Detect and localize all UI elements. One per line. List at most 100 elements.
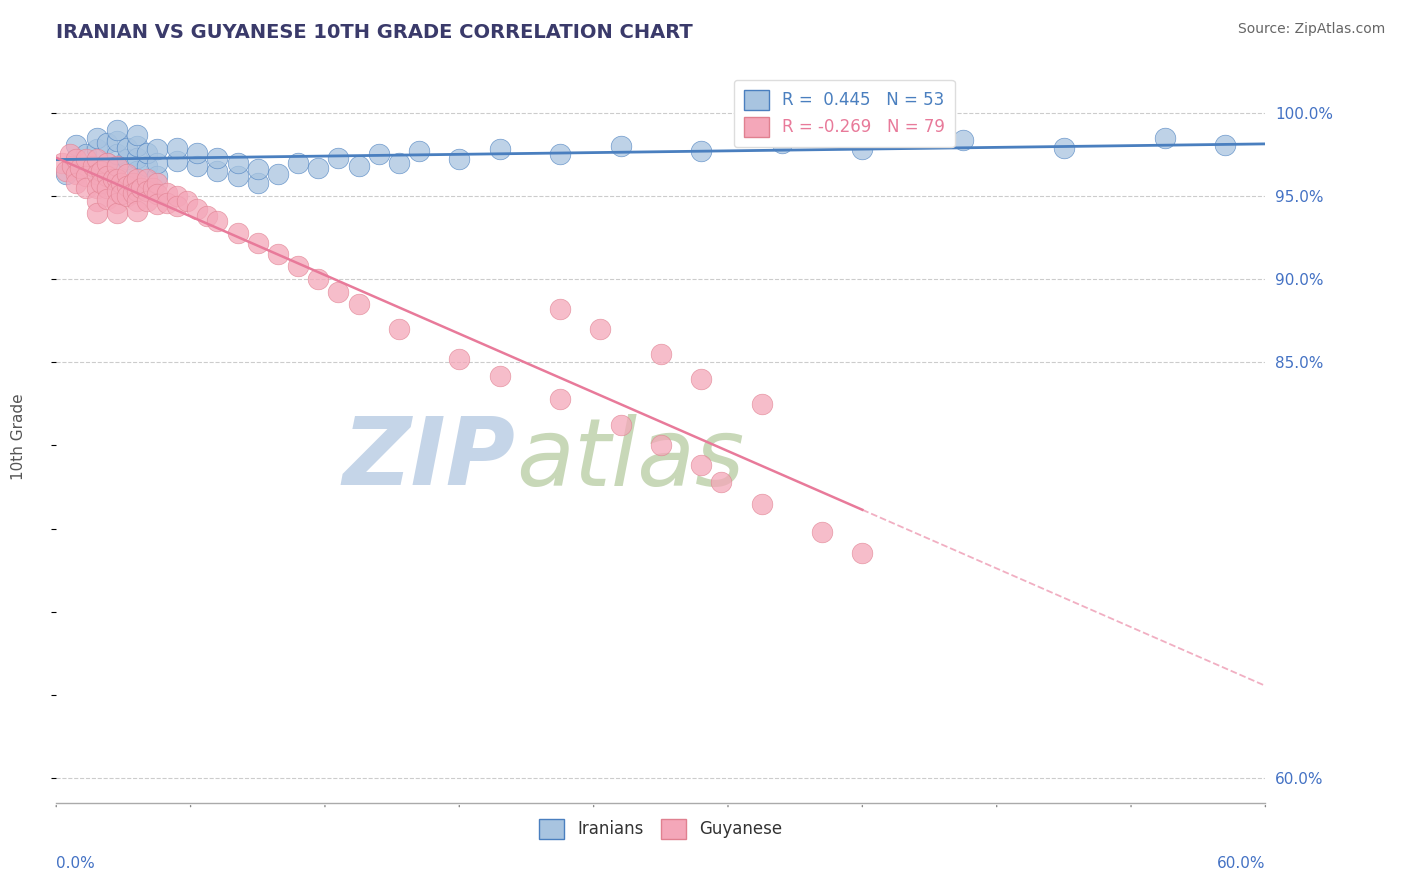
Point — [125, 184, 148, 198]
Point — [115, 153, 138, 167]
Point — [388, 322, 411, 336]
Point — [1213, 137, 1236, 152]
Point — [146, 187, 169, 202]
Point — [90, 176, 112, 190]
Point — [751, 497, 773, 511]
Point — [76, 147, 98, 161]
Point — [86, 131, 108, 145]
Point — [1153, 131, 1175, 145]
Point — [115, 179, 138, 194]
Point — [690, 458, 713, 473]
Point — [146, 155, 169, 169]
Point — [96, 180, 118, 194]
Point — [105, 159, 128, 173]
Point — [115, 189, 138, 203]
Point — [246, 235, 269, 250]
Point — [86, 162, 108, 177]
Point — [851, 143, 873, 157]
Text: ZIP: ZIP — [343, 413, 516, 505]
Point — [96, 155, 118, 169]
Point — [609, 139, 631, 153]
Point — [186, 145, 208, 160]
Point — [650, 438, 672, 452]
Point — [650, 347, 672, 361]
Point — [105, 122, 128, 136]
Point — [125, 172, 148, 186]
Point — [488, 143, 510, 157]
Point — [751, 397, 773, 411]
Point — [307, 161, 329, 175]
Point — [105, 205, 128, 219]
Point — [226, 169, 249, 183]
Point — [86, 143, 108, 157]
Point — [51, 155, 73, 169]
Point — [90, 164, 112, 178]
Point — [207, 151, 229, 165]
Point — [146, 197, 169, 211]
Point — [65, 153, 87, 167]
Point — [105, 172, 128, 186]
Point — [136, 159, 159, 173]
Point — [1053, 141, 1076, 155]
Point — [156, 186, 179, 200]
Point — [86, 194, 108, 208]
Point — [105, 195, 128, 210]
Point — [690, 144, 713, 158]
Point — [226, 155, 249, 169]
Point — [129, 180, 152, 194]
Point — [246, 162, 269, 177]
Point — [105, 184, 128, 198]
Point — [156, 195, 179, 210]
Point — [367, 147, 389, 161]
Point — [105, 159, 128, 173]
Text: 10th Grade: 10th Grade — [11, 393, 25, 481]
Point — [287, 259, 309, 273]
Point — [449, 351, 471, 366]
Point — [76, 153, 98, 167]
Legend: Iranians, Guyanese: Iranians, Guyanese — [533, 812, 789, 846]
Point — [125, 164, 148, 178]
Point — [408, 144, 430, 158]
Point — [287, 155, 309, 169]
Text: atlas: atlas — [516, 414, 744, 505]
Point — [65, 168, 87, 182]
Point — [548, 392, 571, 406]
Point — [207, 164, 229, 178]
Text: IRANIAN VS GUYANESE 10TH GRADE CORRELATION CHART: IRANIAN VS GUYANESE 10TH GRADE CORRELATI… — [56, 23, 693, 42]
Point — [55, 164, 77, 178]
Point — [55, 168, 77, 182]
Point — [96, 136, 118, 150]
Point — [96, 169, 118, 183]
Point — [65, 137, 87, 152]
Text: 60.0%: 60.0% — [1218, 856, 1265, 871]
Point — [166, 154, 188, 169]
Point — [146, 176, 169, 190]
Point — [226, 226, 249, 240]
Point — [347, 159, 370, 173]
Point — [76, 180, 98, 194]
Text: Source: ZipAtlas.com: Source: ZipAtlas.com — [1237, 22, 1385, 37]
Point — [548, 147, 571, 161]
Point — [186, 202, 208, 217]
Point — [60, 159, 83, 173]
Point — [59, 147, 82, 161]
Point — [86, 153, 108, 167]
Point — [121, 186, 143, 200]
Point — [86, 205, 108, 219]
Point — [105, 134, 128, 148]
Point — [609, 418, 631, 433]
Point — [176, 194, 198, 208]
Point — [811, 524, 834, 539]
Point — [110, 187, 132, 202]
Point — [328, 285, 350, 300]
Point — [166, 141, 188, 155]
Point — [136, 172, 159, 186]
Point — [125, 204, 148, 219]
Text: 0.0%: 0.0% — [56, 856, 96, 871]
Point — [65, 153, 87, 167]
Point — [96, 155, 118, 169]
Point — [115, 168, 138, 182]
Point — [197, 209, 219, 223]
Point — [96, 192, 118, 206]
Point — [267, 168, 290, 182]
